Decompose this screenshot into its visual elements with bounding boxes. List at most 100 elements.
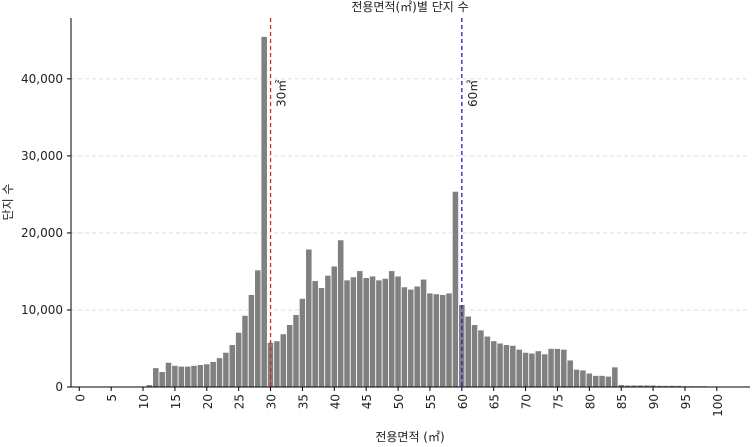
chart-title: 전용면적(㎡)별 단지 수 (351, 0, 468, 14)
x-tick-label: 25 (233, 394, 247, 409)
x-tick-label: 40 (328, 394, 342, 409)
x-tick-label: 30 (265, 394, 279, 409)
reference-label: 60㎡ (466, 80, 480, 107)
y-tick-label: 20,000 (21, 226, 63, 240)
x-tick-label: 0 (73, 394, 87, 402)
y-tick-label: 40,000 (21, 72, 63, 86)
bar (611, 366, 619, 388)
bar (381, 277, 389, 388)
bar (413, 285, 421, 388)
x-tick-label: 80 (583, 394, 597, 409)
x-tick-label: 95 (679, 394, 693, 409)
bar (426, 292, 434, 388)
bar (394, 275, 402, 388)
bar (534, 350, 542, 388)
y-tick-label: 30,000 (21, 149, 63, 163)
bar (164, 361, 173, 388)
x-tick-label: 65 (488, 394, 502, 409)
bar (190, 365, 198, 388)
bar (152, 367, 160, 388)
x-tick-label: 5 (105, 394, 119, 402)
x-tick-label: 100 (711, 394, 725, 417)
x-tick-label: 10 (137, 394, 151, 409)
bar (592, 375, 600, 388)
x-tick-label: 60 (456, 394, 470, 409)
bar (375, 279, 383, 388)
bar (515, 348, 523, 388)
bar (286, 324, 294, 388)
bar (273, 340, 281, 388)
bar (260, 36, 268, 388)
bar (541, 353, 549, 388)
bar (235, 331, 243, 388)
bar (477, 329, 485, 388)
bar (496, 342, 504, 388)
bar (177, 365, 185, 388)
bar (458, 304, 466, 388)
reference-label: 30㎡ (275, 80, 289, 107)
bar (337, 239, 345, 388)
y-axis-label: 단지 수 (1, 184, 15, 221)
bar (196, 364, 205, 388)
bar (298, 298, 307, 388)
bar (528, 352, 536, 388)
bar (215, 357, 224, 388)
bar (419, 278, 428, 388)
bar (368, 275, 377, 388)
y-tick-label: 10,000 (21, 303, 63, 317)
x-tick-label: 85 (615, 394, 629, 409)
bar (388, 270, 396, 388)
bar (502, 344, 511, 388)
bar (356, 270, 364, 388)
bar (439, 294, 447, 388)
bar (184, 365, 192, 388)
bar (585, 372, 593, 388)
x-tick-label: 75 (551, 394, 565, 409)
bar (209, 361, 217, 388)
bar (343, 279, 351, 388)
bar (547, 348, 555, 388)
x-tick-label: 45 (360, 394, 374, 409)
bar (292, 314, 300, 388)
bar (490, 340, 498, 388)
bar (407, 288, 415, 388)
bar (311, 280, 319, 388)
bar (445, 292, 453, 388)
bar (432, 293, 440, 388)
bar (521, 351, 530, 388)
bar (566, 359, 574, 388)
y-tick-label: 0 (55, 380, 63, 394)
x-tick-label: 15 (169, 394, 183, 409)
bar (171, 365, 179, 388)
bar (222, 351, 230, 388)
bar (553, 348, 562, 388)
bar (464, 315, 472, 388)
bar (305, 248, 313, 388)
x-tick-label: 35 (296, 394, 310, 409)
x-tick-label: 55 (424, 394, 438, 409)
bar (579, 369, 587, 388)
bar (604, 375, 613, 388)
bar (509, 345, 517, 388)
bar (254, 269, 262, 388)
x-axis-label: 전용면적 (㎡) (375, 430, 444, 444)
bar (247, 294, 256, 388)
x-tick-label: 90 (647, 394, 661, 409)
bar (241, 314, 249, 388)
bar (324, 274, 332, 388)
bar (451, 190, 460, 388)
bar (330, 265, 338, 388)
bar (470, 324, 479, 388)
bar (228, 344, 236, 388)
x-tick-label: 70 (520, 394, 534, 409)
bar (560, 348, 568, 388)
bar (279, 333, 287, 388)
bar (317, 287, 326, 388)
bar (483, 335, 491, 388)
x-tick-label: 50 (392, 394, 406, 409)
bar (598, 375, 606, 388)
bar (349, 276, 358, 388)
x-tick-label: 20 (201, 394, 215, 409)
bar (572, 368, 581, 388)
